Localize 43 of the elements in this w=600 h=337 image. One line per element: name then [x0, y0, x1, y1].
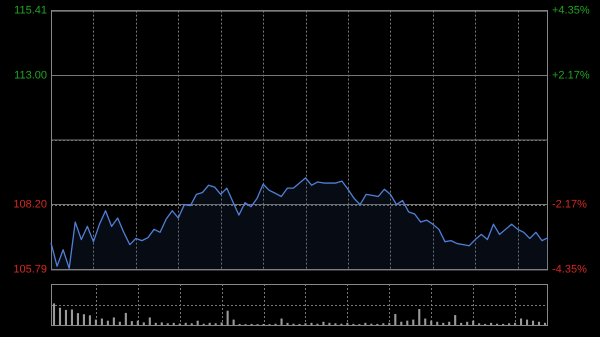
y2-tick-label: -4.35% [552, 263, 588, 276]
bar [472, 320, 474, 325]
bar [100, 318, 103, 325]
bar [88, 315, 91, 325]
bar [232, 320, 235, 325]
bar [70, 309, 74, 325]
bar [58, 308, 62, 325]
bar [280, 318, 283, 325]
bar [106, 320, 109, 325]
bar [532, 320, 534, 325]
bar [52, 303, 56, 325]
bar [148, 317, 151, 325]
bar [400, 322, 402, 325]
y-tick-label: 108.20 [13, 198, 47, 211]
y-tick-label: 115.41 [14, 4, 47, 17]
bar [130, 321, 133, 325]
bar [406, 320, 408, 325]
bar [64, 310, 68, 325]
bar [160, 322, 163, 325]
y2-tick-label: -2.17% [552, 198, 588, 211]
y-tick-label: 113.00 [14, 69, 47, 82]
bar [82, 314, 85, 325]
bar [112, 317, 115, 325]
bar [226, 310, 229, 325]
bar [94, 320, 97, 325]
bar [526, 320, 528, 325]
bar [418, 309, 420, 325]
bar [142, 322, 145, 325]
bar [430, 320, 432, 325]
bar [454, 315, 456, 325]
bar [520, 318, 522, 325]
bar [136, 320, 139, 325]
bar [412, 320, 414, 325]
bar [436, 322, 438, 325]
y2-tick-label: +2.17% [552, 69, 590, 82]
bar [394, 314, 396, 325]
y2-tick-label: +4.35% [552, 4, 590, 17]
bar [196, 320, 199, 325]
y-tick-label: 105.79 [13, 263, 47, 276]
bar [76, 313, 79, 325]
bar [424, 318, 426, 325]
bar [220, 322, 223, 325]
bar [124, 312, 127, 325]
